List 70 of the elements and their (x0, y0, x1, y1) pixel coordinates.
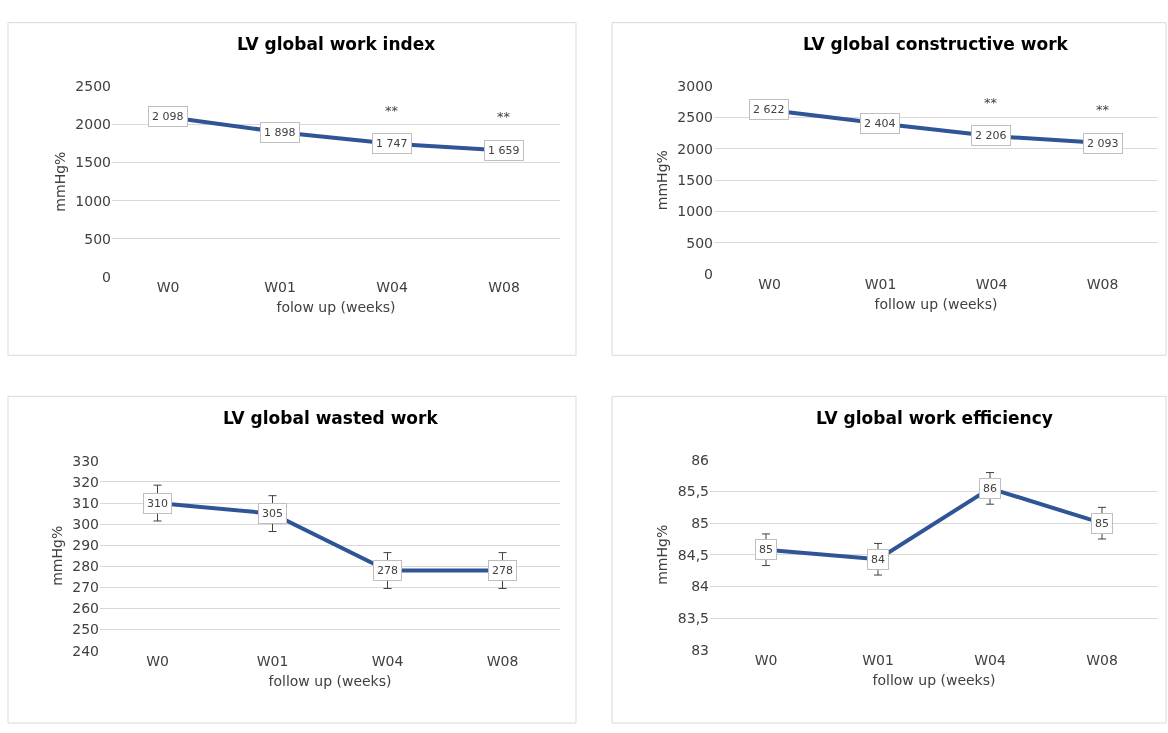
data-label: 85 (759, 543, 773, 556)
x-tick-label: W08 (488, 279, 520, 295)
x-tick-label: W0 (758, 276, 781, 293)
x-tick-label: W04 (974, 651, 1006, 668)
annotation: ** (385, 103, 399, 118)
chart-title: LV global constructive work (803, 34, 1069, 54)
y-tick-label: 1500 (677, 172, 713, 189)
chart-title: LV global wasted work (223, 408, 439, 428)
chart-title: LV global work efficiency (816, 408, 1053, 428)
data-label: 85 (1095, 517, 1109, 530)
y-tick-label: 83,5 (677, 609, 709, 626)
y-tick-label: 310 (72, 494, 99, 511)
x-tick-label: W01 (862, 651, 894, 668)
y-tick-label: 330 (72, 452, 99, 469)
y-tick-label: 85,5 (677, 483, 709, 500)
y-tick-label: 2500 (677, 109, 713, 126)
data-label: 86 (983, 482, 997, 495)
y-tick-label: 0 (704, 265, 713, 282)
y-tick-label: 290 (72, 537, 99, 554)
x-tick-label: W04 (376, 279, 408, 295)
x-tick-label: W08 (1086, 276, 1119, 293)
x-tick-label: W04 (371, 652, 404, 669)
y-tick-label: 2000 (677, 140, 713, 157)
y-tick-label: 320 (72, 473, 99, 490)
data-label: 310 (147, 497, 168, 510)
y-tick-label: 1500 (75, 154, 111, 171)
data-label: 278 (492, 564, 513, 577)
y-tick-label: 3000 (677, 78, 713, 95)
x-axis-title: follow up (weeks) (874, 296, 998, 313)
y-tick-label: 84 (691, 578, 710, 595)
y-tick-label: 500 (84, 230, 111, 247)
y-tick-label: 0 (102, 268, 111, 285)
y-tick-label: 270 (72, 579, 99, 596)
x-tick-label: W08 (1086, 651, 1118, 668)
y-tick-label: 500 (686, 234, 713, 251)
x-axis-title: follow up (weeks) (872, 671, 996, 688)
annotation: ** (984, 95, 998, 110)
y-tick-label: 86 (691, 451, 710, 468)
x-tick-label: W0 (146, 652, 169, 669)
y-tick-label: 84,5 (677, 546, 709, 563)
data-label: 84 (871, 553, 885, 566)
y-tick-label: 83 (691, 641, 709, 658)
x-tick-label: W0 (754, 651, 778, 668)
annotation: ** (497, 109, 511, 124)
x-tick-label: W0 (156, 279, 180, 295)
y-tick-label: 250 (72, 621, 99, 638)
x-axis-title: folow up (weeks) (276, 299, 396, 316)
data-label: 305 (262, 507, 283, 520)
y-tick-label: 260 (72, 600, 99, 617)
x-tick-label: W01 (256, 652, 289, 669)
chart-title: LV global work index (237, 34, 436, 54)
y-tick-label: 2000 (75, 116, 111, 133)
x-tick-label: W08 (486, 652, 519, 669)
y-tick-label: 240 (72, 642, 99, 659)
y-tick-label: 300 (72, 516, 99, 533)
y-axis-title: mmHg% (653, 150, 670, 211)
y-axis-title: mmHg% (51, 151, 68, 212)
annotation: ** (1096, 102, 1110, 117)
y-axis-title: mmHg% (48, 525, 65, 586)
x-tick-label: W01 (864, 276, 897, 293)
x-tick-label: W04 (975, 276, 1008, 293)
y-tick-label: 2500 (75, 78, 111, 95)
y-tick-label: 280 (72, 558, 99, 575)
y-tick-label: 85 (691, 515, 709, 532)
y-axis-title: mmHg% (654, 524, 671, 585)
y-tick-label: 1000 (75, 192, 111, 209)
x-tick-label: W01 (264, 279, 296, 295)
x-axis-title: follow up (weeks) (268, 672, 392, 689)
data-label: 278 (377, 564, 398, 577)
y-tick-label: 1000 (677, 203, 713, 220)
